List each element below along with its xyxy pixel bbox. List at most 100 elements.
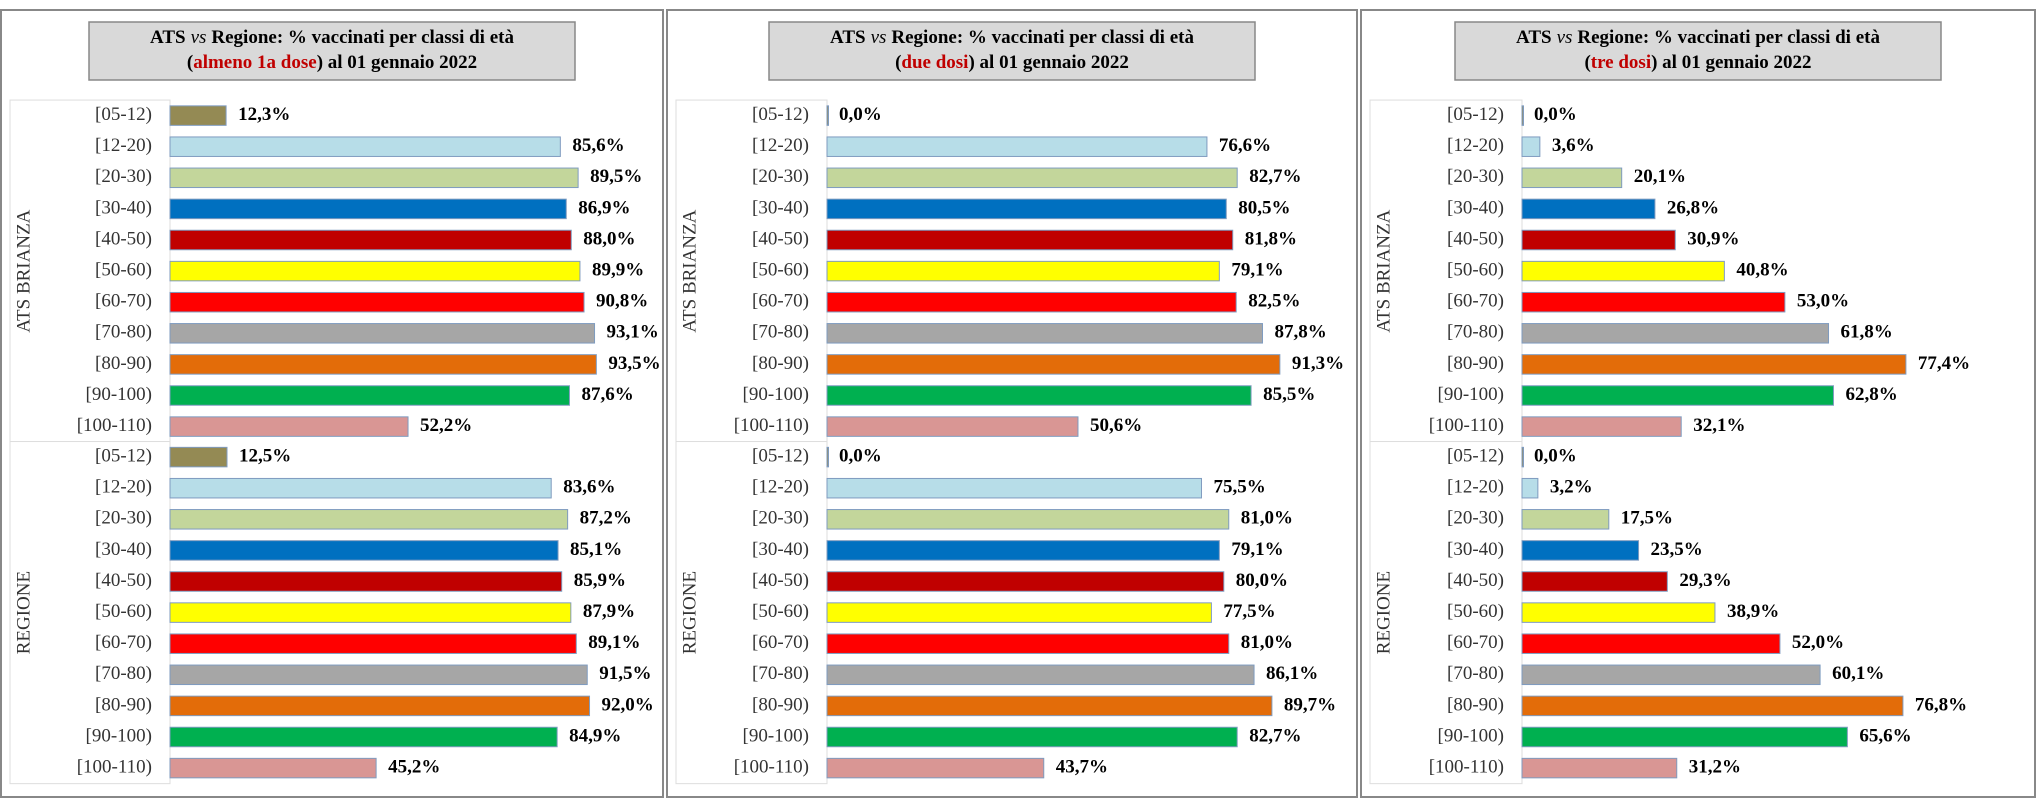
category-label: [80-90) bbox=[1447, 694, 1504, 715]
chart-title: ATS vs Regione: % vaccinati per classi di … bbox=[150, 27, 514, 48]
category-label: [30-40) bbox=[752, 539, 809, 560]
category-label: [90-100) bbox=[86, 384, 152, 405]
value-label: 75,5% bbox=[1213, 477, 1265, 498]
subtitle-part: almeno 1a dose bbox=[193, 52, 317, 73]
bar bbox=[826, 105, 829, 126]
bar bbox=[169, 260, 581, 282]
category-label: [90-100) bbox=[1438, 384, 1504, 405]
bar bbox=[169, 416, 409, 437]
value-label: 32,1% bbox=[1693, 415, 1745, 436]
category-label: [05-12) bbox=[752, 104, 809, 125]
bar bbox=[1521, 477, 1539, 499]
value-label: 79,1% bbox=[1231, 539, 1283, 560]
value-label: 82,7% bbox=[1249, 166, 1301, 187]
title-box bbox=[88, 21, 576, 81]
bar bbox=[826, 509, 1230, 530]
value-label: 89,7% bbox=[1284, 694, 1336, 715]
bar bbox=[826, 260, 1220, 282]
category-label: [12-20) bbox=[752, 135, 809, 156]
value-label: 77,4% bbox=[1918, 353, 1970, 374]
bar bbox=[826, 540, 1220, 561]
title-part: Regione: % vaccinati per classi di età bbox=[211, 27, 514, 48]
bar bbox=[1521, 726, 1848, 748]
category-label: [90-100) bbox=[743, 384, 809, 405]
panel: ATS vs Regione: % vaccinati per classi di … bbox=[666, 9, 1358, 798]
value-label: 89,1% bbox=[588, 632, 640, 653]
group-label: ATS BRIANZA bbox=[1373, 209, 1394, 332]
value-label: 79,1% bbox=[1231, 259, 1283, 280]
category-label: [80-90) bbox=[752, 694, 809, 715]
value-label: 60,1% bbox=[1832, 663, 1884, 684]
bar bbox=[1521, 167, 1623, 189]
category-label: [80-90) bbox=[95, 353, 152, 374]
bar bbox=[169, 602, 572, 623]
category-label: [40-50) bbox=[752, 570, 809, 591]
category-label: [12-20) bbox=[95, 477, 152, 498]
title-part: Regione: % vaccinati per classi di età bbox=[1577, 27, 1880, 48]
value-label: 82,5% bbox=[1248, 291, 1300, 312]
category-label: [12-20) bbox=[1447, 135, 1504, 156]
bar bbox=[169, 664, 588, 686]
category-label: [20-30) bbox=[95, 508, 152, 529]
category-label: [80-90) bbox=[95, 694, 152, 715]
category-label: [30-40) bbox=[1447, 539, 1504, 560]
category-label: [50-60) bbox=[95, 259, 152, 280]
subtitle-part: ) al 01 gennaio 2022 bbox=[1651, 52, 1811, 73]
category-label: [50-60) bbox=[95, 601, 152, 622]
value-label: 81,8% bbox=[1245, 228, 1297, 249]
title-part: ATS bbox=[1516, 27, 1552, 48]
subtitle-part: tre dosi bbox=[1591, 52, 1651, 73]
category-label: [80-90) bbox=[752, 353, 809, 374]
bar bbox=[169, 136, 561, 157]
chart-title: ATS vs Regione: % vaccinati per classi di … bbox=[1516, 27, 1880, 48]
bar bbox=[169, 726, 558, 748]
group-label: ATS BRIANZA bbox=[13, 209, 34, 332]
value-label: 81,0% bbox=[1241, 508, 1293, 529]
category-label: [12-20) bbox=[95, 135, 152, 156]
category-label: [50-60) bbox=[752, 259, 809, 280]
value-label: 23,5% bbox=[1651, 539, 1703, 560]
category-label: [40-50) bbox=[95, 228, 152, 249]
value-label: 50,6% bbox=[1090, 415, 1142, 436]
value-label: 53,0% bbox=[1797, 291, 1849, 312]
category-label: [100-110) bbox=[734, 756, 809, 777]
bar bbox=[1521, 664, 1821, 686]
value-label: 31,2% bbox=[1689, 756, 1741, 777]
category-label: [70-80) bbox=[1447, 322, 1504, 343]
category-label: [05-12) bbox=[752, 445, 809, 466]
category-label: [80-90) bbox=[1447, 353, 1504, 374]
category-label: [90-100) bbox=[1438, 725, 1504, 746]
category-label: [100-110) bbox=[1429, 756, 1504, 777]
value-label: 29,3% bbox=[1679, 570, 1731, 591]
bar bbox=[826, 633, 1230, 654]
value-label: 87,2% bbox=[580, 508, 632, 529]
value-label: 87,9% bbox=[583, 601, 635, 622]
bar bbox=[1521, 260, 1725, 282]
value-label: 91,3% bbox=[1292, 353, 1344, 374]
bar bbox=[1521, 416, 1682, 437]
value-label: 91,5% bbox=[599, 663, 651, 684]
bar bbox=[1521, 229, 1676, 251]
category-label: [70-80) bbox=[752, 663, 809, 684]
category-label: [100-110) bbox=[1429, 415, 1504, 436]
bar bbox=[1521, 291, 1786, 313]
category-label: [100-110) bbox=[77, 756, 152, 777]
panel: ATS vs Regione: % vaccinati per classi di … bbox=[1360, 9, 2036, 798]
category-label: [05-12) bbox=[1447, 104, 1504, 125]
bar bbox=[1521, 136, 1541, 157]
chart-subtitle: (almeno 1a dose) al 01 gennaio 2022 bbox=[187, 52, 477, 73]
value-label: 65,6% bbox=[1859, 725, 1911, 746]
value-label: 77,5% bbox=[1223, 601, 1275, 622]
value-label: 82,7% bbox=[1249, 725, 1301, 746]
title-part: ATS bbox=[830, 27, 866, 48]
category-label: [20-30) bbox=[95, 166, 152, 187]
subtitle-part: ( bbox=[1584, 52, 1590, 73]
bar bbox=[826, 354, 1281, 375]
value-label: 86,1% bbox=[1266, 663, 1318, 684]
category-label: [30-40) bbox=[95, 197, 152, 218]
bar bbox=[1521, 354, 1907, 375]
value-label: 76,8% bbox=[1915, 694, 1967, 715]
value-label: 93,5% bbox=[608, 353, 660, 374]
value-label: 92,0% bbox=[602, 694, 654, 715]
